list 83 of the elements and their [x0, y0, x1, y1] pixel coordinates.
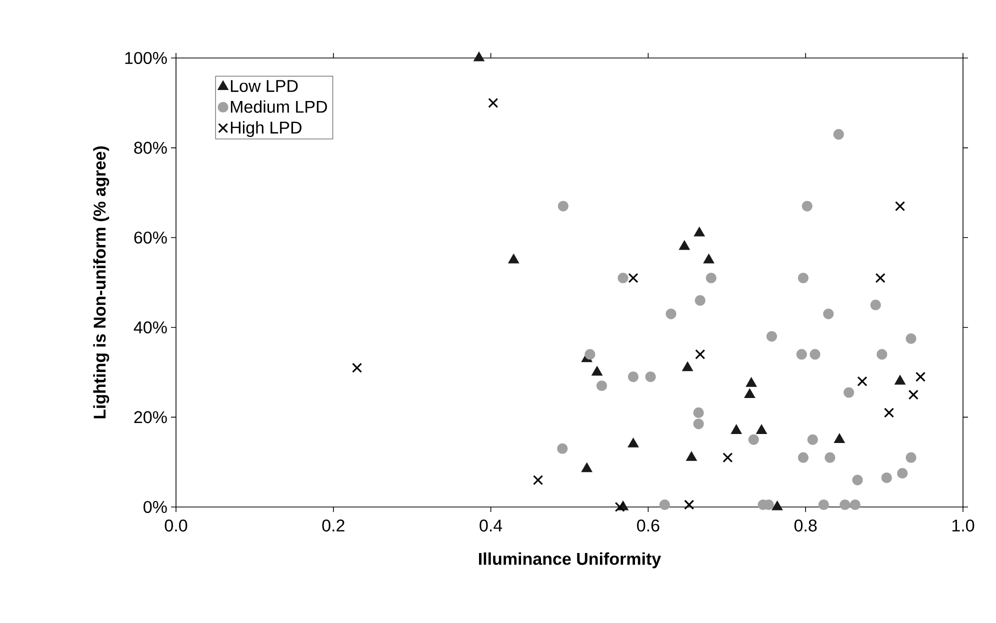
y-tick-label: 100%: [125, 52, 167, 64]
x-tick-label: 0.2: [322, 520, 344, 532]
point: [810, 349, 820, 360]
y-tick-label: 80%: [134, 142, 167, 154]
y-tick-label: 40%: [134, 321, 167, 334]
point: [875, 272, 886, 284]
point: [870, 300, 881, 310]
point: [584, 349, 596, 360]
point: [628, 371, 639, 382]
point: [558, 200, 569, 212]
legend-label: Low LPD: [230, 80, 298, 92]
point: [844, 387, 854, 398]
point: [704, 254, 714, 264]
point: [744, 388, 755, 398]
point: [532, 475, 544, 486]
legend-label: Medium LPD: [230, 100, 327, 113]
point: [659, 499, 670, 510]
point: [807, 434, 818, 445]
point: [818, 499, 829, 510]
point: [682, 362, 693, 372]
point: [881, 472, 892, 484]
point: [840, 499, 850, 510]
point: [834, 434, 845, 443]
point: [756, 424, 767, 434]
point: [596, 380, 608, 392]
point: [894, 201, 906, 212]
x-tick-label: 0.0: [164, 520, 188, 532]
point: [894, 375, 906, 385]
point: [796, 349, 807, 360]
point: [592, 366, 602, 376]
point: [694, 227, 704, 236]
point: [857, 376, 868, 386]
point: [352, 362, 362, 373]
point: [833, 129, 844, 140]
point: [824, 452, 836, 463]
point: [557, 443, 568, 454]
point: [618, 272, 628, 284]
y-tick-label: 20%: [134, 411, 167, 424]
point: [693, 418, 704, 430]
point: [897, 468, 908, 479]
point: [508, 254, 519, 264]
point: [693, 407, 704, 418]
x-tick-label: 1.0: [952, 520, 974, 532]
point: [850, 499, 860, 510]
point: [628, 272, 638, 284]
point: [582, 463, 592, 472]
x-axis-title: Illuminance Uniformity: [479, 552, 662, 568]
point: [852, 474, 863, 486]
point: [731, 424, 742, 434]
x-tick-label: 0.4: [480, 520, 502, 532]
point: [798, 452, 809, 463]
x-tick-label: 0.6: [637, 520, 660, 532]
point: [876, 349, 888, 360]
point: [746, 378, 756, 387]
point: [706, 272, 716, 284]
point: [679, 240, 690, 250]
x-tick-label: 0.8: [794, 520, 817, 532]
point: [906, 452, 916, 463]
legend-label: High LPD: [230, 121, 302, 138]
point: [645, 371, 656, 382]
point: [614, 502, 625, 512]
point: [906, 333, 916, 344]
point: [474, 52, 484, 62]
point: [823, 308, 834, 320]
point: [884, 408, 894, 418]
point: [748, 434, 759, 445]
point: [686, 452, 697, 461]
point: [695, 349, 706, 360]
point: [915, 372, 926, 382]
point: [694, 295, 706, 306]
y-tick-label: 60%: [134, 232, 167, 244]
point: [684, 500, 694, 510]
point: [666, 308, 676, 320]
point: [798, 272, 809, 284]
point: [722, 452, 733, 463]
point: [802, 200, 812, 212]
y-axis-title: Lighting is Non-uniform (% agree): [93, 146, 110, 418]
point: [628, 438, 638, 448]
point: [488, 98, 498, 108]
y-tick-label: 0%: [144, 500, 167, 514]
point: [908, 390, 918, 400]
point: [766, 331, 778, 342]
point: [772, 501, 782, 510]
